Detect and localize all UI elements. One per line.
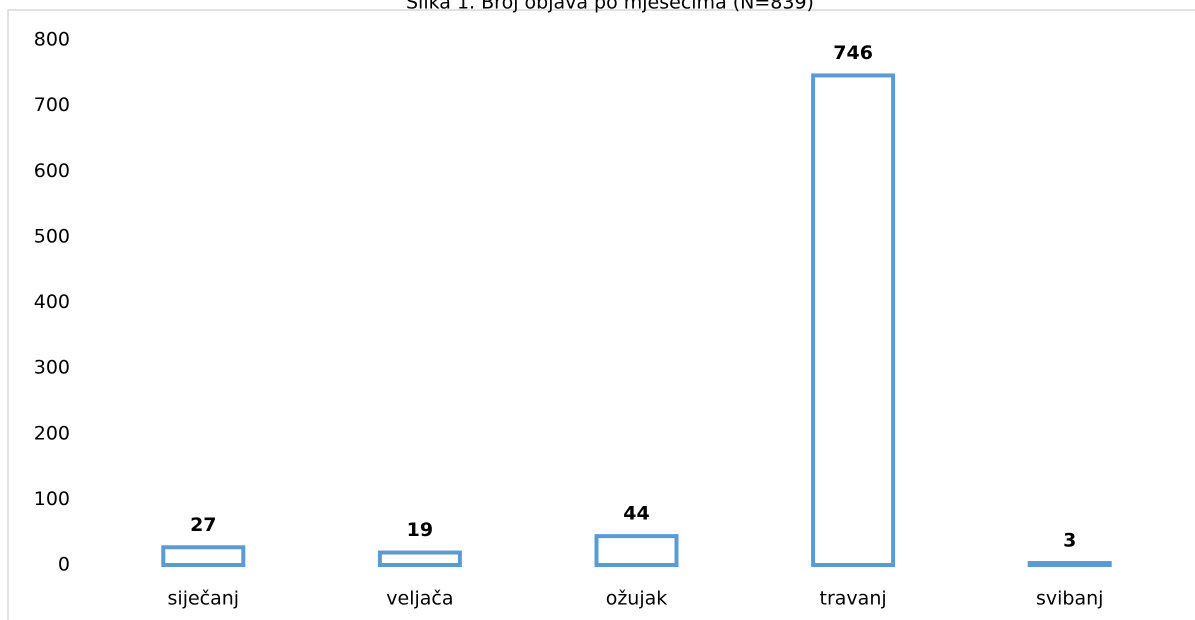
value-label: 27 (190, 514, 216, 536)
value-label: 746 (833, 42, 873, 64)
y-tick-label: 200 (34, 422, 70, 444)
value-label: 44 (623, 503, 649, 525)
y-tick-label: 600 (34, 160, 70, 182)
x-tick-label: svibanj (1036, 588, 1103, 610)
value-label: 3 (1063, 530, 1076, 552)
x-tick-label: siječanj (168, 588, 240, 610)
y-tick-label: 500 (34, 225, 70, 247)
bar (161, 545, 246, 567)
value-label: 19 (407, 519, 433, 541)
bar (377, 550, 462, 567)
chart-title: Slika 1. Broj objava po mjesecima (N=839… (406, 0, 814, 14)
chart-frame (7, 9, 1195, 620)
y-tick-label: 800 (34, 29, 70, 51)
bar (594, 534, 679, 567)
bar (811, 73, 896, 567)
bar (1027, 561, 1112, 567)
y-tick-label: 400 (34, 291, 70, 313)
x-tick-label: travanj (820, 588, 887, 610)
y-tick-label: 700 (34, 94, 70, 116)
x-tick-label: veljača (386, 588, 453, 610)
y-tick-label: 100 (34, 488, 70, 510)
y-tick-label: 300 (34, 357, 70, 379)
x-tick-label: ožujak (606, 588, 668, 610)
y-tick-label: 0 (58, 554, 70, 576)
